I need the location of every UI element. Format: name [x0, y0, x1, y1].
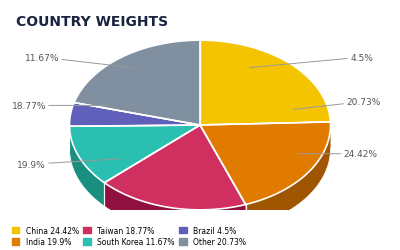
- Text: 4.5%: 4.5%: [250, 54, 373, 68]
- Polygon shape: [104, 183, 246, 234]
- Polygon shape: [200, 122, 330, 205]
- Text: 19.9%: 19.9%: [17, 159, 119, 169]
- Text: 24.42%: 24.42%: [298, 150, 378, 158]
- Text: 11.67%: 11.67%: [24, 54, 132, 68]
- Text: 20.73%: 20.73%: [294, 98, 380, 110]
- Polygon shape: [74, 41, 200, 125]
- Polygon shape: [70, 103, 200, 127]
- Text: COUNTRY WEIGHTS: COUNTRY WEIGHTS: [16, 15, 168, 29]
- Polygon shape: [246, 126, 330, 228]
- Text: 18.77%: 18.77%: [12, 102, 109, 110]
- Polygon shape: [70, 127, 104, 206]
- Legend: China 24.42%, India 19.9%, Taiwan 18.77%, South Korea 11.67%, Brazil 4.5%, Other: China 24.42%, India 19.9%, Taiwan 18.77%…: [12, 226, 246, 246]
- Polygon shape: [70, 126, 200, 183]
- Polygon shape: [104, 126, 246, 210]
- Polygon shape: [200, 41, 330, 125]
